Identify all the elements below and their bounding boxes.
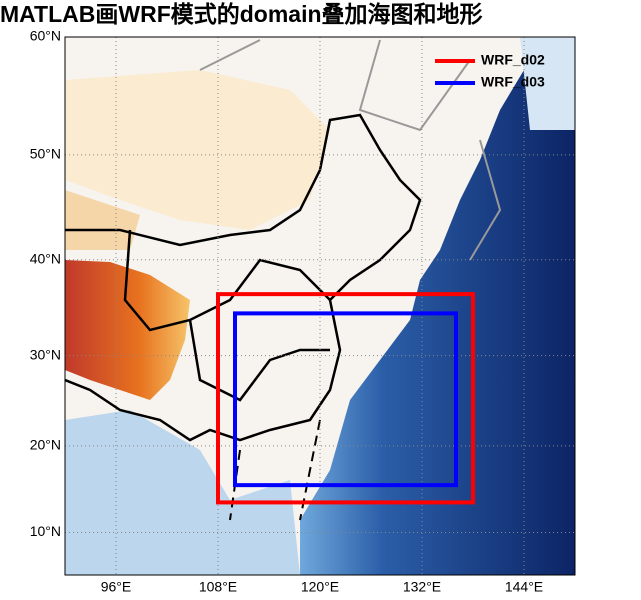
y-tick-label: 40°N bbox=[30, 250, 61, 266]
x-tick-label: 96°E bbox=[101, 579, 132, 595]
x-tick-label: 144°E bbox=[505, 579, 543, 595]
terrain bbox=[65, 37, 575, 575]
y-tick-label: 30°N bbox=[30, 346, 61, 362]
x-tick-label: 132°E bbox=[403, 579, 441, 595]
y-tick-label: 20°N bbox=[30, 437, 61, 453]
legend-label: WRF_d03 bbox=[481, 74, 545, 90]
borders bbox=[65, 113, 422, 442]
y-tick-label: 50°N bbox=[30, 146, 61, 162]
legend: WRF_d02 WRF_d03 bbox=[435, 52, 545, 90]
domains bbox=[216, 292, 475, 505]
y-tick-label: 10°N bbox=[30, 523, 61, 539]
axes-frame bbox=[64, 36, 576, 576]
chart-title: MATLAB画WRF模式的domain叠加海图和地形 bbox=[0, 1, 483, 27]
legend-label: WRF_d02 bbox=[481, 52, 545, 68]
x-tick-label: 120°E bbox=[301, 579, 339, 595]
domain-box bbox=[233, 311, 458, 488]
domain-box bbox=[216, 292, 475, 505]
x-tick-label: 108°E bbox=[199, 579, 237, 595]
y-tick-label: 60°N bbox=[30, 28, 61, 44]
